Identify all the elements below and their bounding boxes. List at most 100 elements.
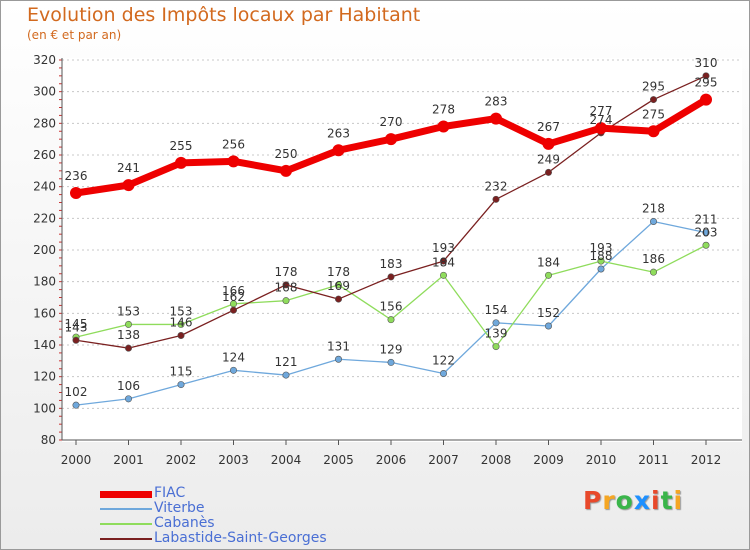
data-label: 267: [537, 120, 560, 134]
data-point: [595, 122, 607, 135]
data-label: 241: [117, 161, 140, 175]
data-label: 295: [642, 80, 665, 94]
data-point: [230, 366, 238, 374]
data-point: [177, 381, 185, 389]
data-point: [70, 187, 82, 199]
data-label: 250: [275, 147, 298, 161]
data-point: [280, 164, 292, 177]
y-tick-label: 160: [33, 306, 56, 320]
legend-swatch: [100, 508, 152, 510]
y-tick-label: 300: [33, 85, 56, 99]
data-label: 168: [275, 281, 298, 295]
data-label: 278: [432, 103, 455, 117]
data-point: [649, 96, 657, 104]
data-label: 115: [170, 365, 193, 379]
data-point: [702, 229, 710, 237]
data-label: 218: [642, 202, 665, 216]
data-label: 188: [590, 249, 613, 263]
data-label: 166: [222, 284, 245, 298]
data-point: [227, 155, 240, 168]
y-tick-label: 80: [41, 433, 56, 447]
y-tick-label: 100: [33, 401, 56, 415]
data-point: [649, 218, 657, 226]
data-point: [387, 358, 395, 366]
data-point: [72, 336, 80, 344]
data-point: [334, 281, 342, 289]
data-label: 156: [380, 300, 403, 314]
data-point: [175, 156, 187, 169]
y-tick-label: 280: [33, 116, 56, 130]
data-point: [542, 137, 555, 150]
data-point: [125, 395, 133, 403]
data-point: [492, 319, 500, 327]
data-point: [649, 268, 657, 276]
y-tick-label: 120: [33, 370, 56, 384]
data-point: [544, 168, 552, 176]
data-point: [439, 369, 447, 377]
data-point: [544, 322, 552, 330]
legend-swatch: [100, 490, 152, 498]
x-tick-label: 2005: [323, 453, 354, 467]
data-point: [125, 320, 133, 328]
data-point: [544, 271, 552, 279]
data-label: 143: [65, 320, 88, 334]
x-tick-label: 2012: [691, 453, 722, 467]
data-label: 131: [327, 339, 350, 353]
x-tick-label: 2001: [113, 453, 144, 467]
data-point: [282, 281, 290, 289]
legend-label: Labastide-Saint-Georges: [154, 530, 327, 546]
data-point: [282, 371, 290, 379]
data-label: 232: [485, 179, 508, 193]
data-label: 162: [222, 290, 245, 304]
data-label: 146: [170, 316, 193, 330]
data-point: [597, 257, 605, 265]
data-point: [647, 125, 660, 138]
x-tick-label: 2010: [586, 453, 617, 467]
legend-swatch: [100, 523, 152, 525]
x-tick-label: 2006: [376, 453, 407, 467]
proxiti-logo: Proxiti: [583, 486, 684, 515]
data-label: 193: [432, 241, 455, 255]
data-point: [700, 93, 712, 106]
data-label: 295: [695, 76, 718, 90]
data-point: [177, 320, 185, 328]
y-tick-label: 240: [33, 180, 56, 194]
data-point: [492, 343, 500, 351]
data-label: 102: [65, 385, 88, 399]
data-label: 145: [65, 317, 88, 331]
data-label: 152: [537, 306, 560, 320]
data-label: 283: [485, 95, 508, 109]
y-tick-label: 220: [33, 211, 56, 225]
legend-label: Viterbe: [154, 500, 205, 516]
legend-label: Cabanès: [154, 515, 215, 531]
y-tick-label: 200: [33, 243, 56, 257]
chart-subtitle: (en € et par an): [27, 28, 122, 42]
chart-title: Evolution des Impôts locaux par Habitant: [27, 4, 421, 26]
data-label: 236: [65, 169, 88, 183]
data-label: 153: [170, 304, 193, 318]
data-label: 139: [485, 327, 508, 341]
data-point: [230, 306, 238, 314]
data-point: [122, 179, 135, 192]
data-point: [437, 120, 450, 133]
y-tick-label: 320: [33, 53, 56, 67]
data-label: 249: [537, 152, 560, 166]
data-point: [387, 316, 395, 324]
data-point: [439, 257, 447, 265]
x-tick-label: 2004: [271, 453, 302, 467]
data-point: [125, 344, 133, 352]
data-label: 153: [117, 304, 140, 318]
data-label: 270: [380, 115, 403, 129]
data-label: 274: [590, 113, 613, 127]
data-point: [492, 195, 500, 203]
data-label: 277: [590, 104, 613, 118]
data-label: 178: [327, 265, 350, 279]
data-label: 178: [275, 265, 298, 279]
data-point: [385, 133, 397, 146]
x-tick-label: 2003: [218, 453, 249, 467]
x-tick-label: 2007: [428, 453, 459, 467]
y-tick-label: 260: [33, 148, 56, 162]
data-label: 106: [117, 379, 140, 393]
data-label: 184: [537, 255, 560, 269]
